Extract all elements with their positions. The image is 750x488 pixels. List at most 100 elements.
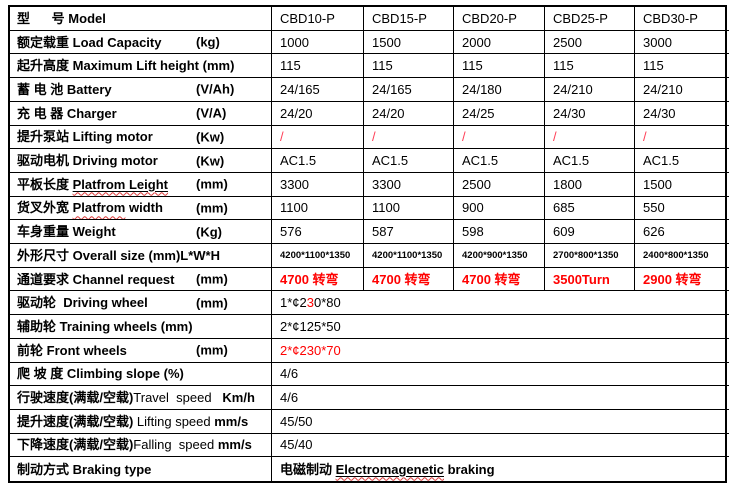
row-label-driving-motor: 驱动电机 Driving motor (Kw) <box>10 149 272 173</box>
label-text-weight: Weight <box>72 224 116 240</box>
value-text-lifting-motor-col5: / <box>643 129 647 145</box>
value-text-load-capacity-col2: 1500 <box>372 34 401 50</box>
value-lifting-motor-col5: / <box>635 126 729 150</box>
value-overall-size-col3: 4200*900*1350 <box>454 244 545 268</box>
value-overall-size-col2: 4200*1100*1350 <box>364 244 454 268</box>
value-text-max-lift-height-col1: 115 <box>280 58 301 74</box>
value-lifting-speed: 45/50 <box>272 410 729 434</box>
value-battery-col1: 24/165 <box>272 78 364 102</box>
unit-label-front-wheels: (mm) <box>196 342 228 358</box>
value-text-driving-motor-col4: AC1.5 <box>553 153 590 169</box>
value-battery-col4: 24/210 <box>545 78 635 102</box>
value-max-lift-height-col2: 115 <box>364 54 454 79</box>
label-text-max-lift-height: Maximum Lift height (mm) <box>72 58 235 74</box>
value-text-platform-width-col5: 550 <box>643 200 665 216</box>
value-platform-length-col1: 3300 <box>272 172 364 197</box>
value-driving-motor-col1: AC1.5 <box>272 149 364 173</box>
label-text-travel-speed <box>212 391 223 404</box>
label-text-load-capacity: Load Capacity <box>72 34 162 50</box>
value-load-capacity-col3: 2000 <box>454 30 545 55</box>
value-text-overall-size-col2: 4200*1100*1350 <box>372 249 443 261</box>
value-text-charger-col3: 24/25 <box>462 105 495 121</box>
value-text-max-lift-height-col3: 115 <box>462 58 483 74</box>
value-weight-col3: 598 <box>454 220 545 244</box>
value-text-lifting-motor-col3: / <box>462 129 466 145</box>
value-model-col5: CBD30-P <box>635 7 729 31</box>
label-text-lifting-speed: mm/s <box>214 413 249 429</box>
value-charger-col5: 24/30 <box>635 102 729 126</box>
value-text-lifting-motor-col2: / <box>372 129 376 145</box>
row-label-front-wheels: 前轮 Front wheels (mm) <box>10 338 272 363</box>
value-text-driving-motor-col3: AC1.5 <box>462 153 499 169</box>
value-text-platform-length-col5: 1500 <box>643 176 672 192</box>
unit-label-battery: (V/Ah) <box>196 81 235 97</box>
value-text-lifting-motor-col4: / <box>553 129 557 145</box>
value-driving-motor-col4: AC1.5 <box>545 149 635 173</box>
value-front-wheels: 2*¢230*70 <box>272 339 729 363</box>
value-weight-col1: 576 <box>272 220 364 244</box>
unit-label-driving-wheel: (mm) <box>196 295 228 311</box>
value-channel-request-col4: 3500Turn <box>545 267 635 292</box>
label-text-channel-request: Channel request <box>72 271 175 287</box>
value-text-braking-type: 电磁制动 <box>280 461 336 477</box>
value-lifting-motor-col4: / <box>545 125 635 150</box>
value-text-load-capacity-col3: 2000 <box>462 34 491 50</box>
unit-label-charger: (V/A) <box>196 105 227 121</box>
value-text-battery-col2: 24/165 <box>372 81 412 97</box>
value-text-channel-request-col1: 4700 转弯 <box>280 271 339 287</box>
value-text-battery-col5: 24/210 <box>643 81 683 97</box>
value-battery-col5: 24/210 <box>635 78 729 102</box>
value-max-lift-height-col1: 115 <box>272 54 364 79</box>
value-text-weight-col5: 626 <box>643 224 665 240</box>
unit-label-lifting-motor: (Kw) <box>196 129 225 145</box>
value-battery-col2: 24/165 <box>364 78 454 102</box>
value-text-lifting-motor-col1: / <box>280 129 284 145</box>
row-label-model: 型 号 Model <box>10 7 272 31</box>
value-model-col2: CBD15-P <box>364 7 454 31</box>
unit-label-driving-motor: (Kw) <box>196 153 225 169</box>
value-platform-length-col3: 2500 <box>454 172 545 197</box>
spec-table: 型 号 Model CBD10-P CBD15-P CBD20-P CBD25-P CBD… <box>8 5 729 483</box>
value-platform-width-col5: 550 <box>635 197 729 221</box>
unit-label-platform-width: (mm) <box>196 200 228 216</box>
label-text-load-capacity: 额定载重 <box>17 34 73 50</box>
value-lifting-motor-col3: / <box>454 125 545 150</box>
value-text-overall-size-col4: 2700*800*1350 <box>553 249 619 261</box>
label-text-battery: Battery <box>66 81 112 97</box>
row-label-overall-size: 外形尺寸 Overall size (mm)L*W*H <box>10 244 272 268</box>
value-weight-col2: 587 <box>364 220 454 244</box>
row-label-platform-width: 货叉外宽 Platfrom width (mm) <box>10 196 272 221</box>
unit-label-weight: (Kg) <box>196 224 222 240</box>
value-max-lift-height-col3: 115 <box>454 54 545 79</box>
label-text-travel-speed: Travel speed <box>133 390 212 406</box>
label-text-overall-size: Overall size (mm)L*W*H <box>72 247 220 263</box>
row-label-lifting-motor: 提升泵站 Lifting motor (Kw) <box>10 125 272 150</box>
label-text-platform-width: width <box>125 200 163 216</box>
value-model-col1: CBD10-P <box>272 7 364 31</box>
label-text-training-wheels: Training wheels (mm) <box>59 318 193 334</box>
label-text-training-wheels: 辅助轮 <box>17 318 60 334</box>
value-text-model-col5: CBD30-P <box>643 10 698 26</box>
row-label-weight: 车身重量 Weight (Kg) <box>10 220 272 244</box>
row-label-falling-speed: 下降速度(满载/空载) Falling speed mm/s <box>10 433 272 458</box>
label-text-falling-speed: mm/s <box>217 437 252 453</box>
label-text-falling-speed: Falling speed <box>133 437 218 453</box>
value-braking-type: 电磁制动 Electromagenetic braking <box>272 457 729 481</box>
value-text-channel-request-col5: 2900 转弯 <box>643 271 702 287</box>
row-label-travel-speed: 行驶速度(满载/空载) Travel speed Km/h <box>10 386 272 410</box>
value-text-battery-col4: 24/210 <box>553 81 593 97</box>
row-label-climbing-slope: 爬 坡 度 Climbing slope (%) <box>10 362 272 387</box>
value-charger-col4: 24/30 <box>545 101 635 126</box>
row-label-channel-request: 通道要求 Channel request (mm) <box>10 267 272 292</box>
label-text-climbing-slope: Climbing slope (%) <box>66 366 184 382</box>
value-driving-motor-col3: AC1.5 <box>454 149 545 173</box>
value-platform-width-col3: 900 <box>454 196 545 221</box>
value-overall-size-col5: 2400*800*1350 <box>635 244 729 268</box>
label-text-model: Model <box>68 10 106 26</box>
value-text-battery-col3: 24/180 <box>462 81 502 97</box>
value-text-driving-motor-col2: AC1.5 <box>372 153 409 169</box>
value-falling-speed: 45/40 <box>272 434 729 458</box>
value-text-driving-wheel: 1*¢2 <box>280 295 307 311</box>
value-text-model-col1: CBD10-P <box>280 10 335 26</box>
unit-label-platform-length: (mm) <box>196 176 228 192</box>
